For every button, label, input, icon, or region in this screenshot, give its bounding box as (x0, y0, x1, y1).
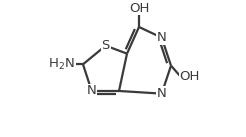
Text: N: N (157, 31, 167, 44)
Text: N: N (87, 85, 96, 97)
Text: S: S (102, 39, 110, 52)
Text: OH: OH (129, 2, 149, 15)
Text: H$_2$N: H$_2$N (48, 57, 75, 72)
Text: OH: OH (180, 70, 200, 83)
Text: N: N (157, 87, 167, 100)
